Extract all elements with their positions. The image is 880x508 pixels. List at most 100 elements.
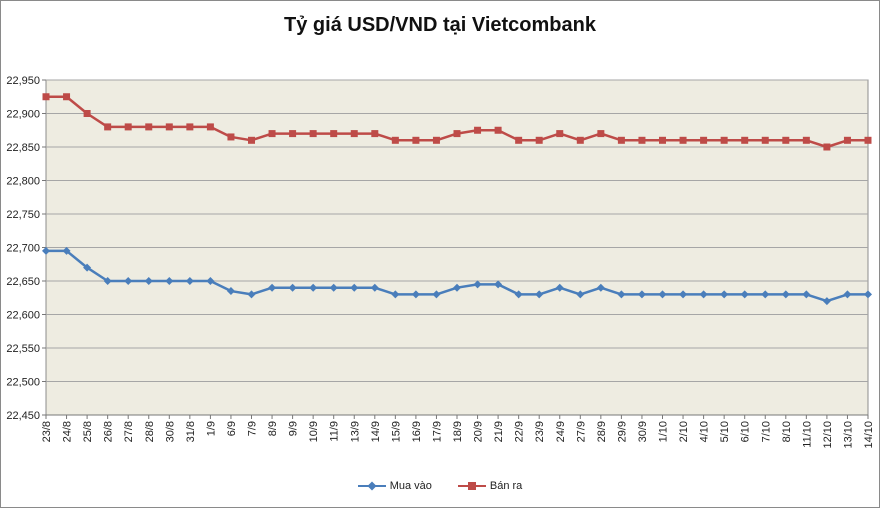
legend-item-ban-ra: Bán ra (457, 480, 523, 492)
legend-label: Bán ra (489, 480, 523, 492)
data-point (185, 277, 194, 285)
data-point (350, 130, 358, 138)
data-point (596, 283, 605, 292)
x-tick-label: 22/9 (514, 421, 526, 442)
x-tick-label: 15/9 (390, 421, 402, 442)
data-point (474, 126, 482, 134)
data-point (391, 136, 399, 144)
series-group (42, 93, 872, 306)
y-tick-label: 22,500 (6, 377, 40, 389)
data-point (453, 130, 461, 138)
x-tick-label: 24/9 (555, 421, 567, 442)
x-tick-label: 27/8 (123, 421, 135, 442)
x-tick-label: 29/9 (616, 421, 628, 442)
data-point (864, 136, 872, 144)
data-point (124, 123, 132, 131)
data-point (535, 136, 543, 144)
data-point (104, 123, 112, 131)
data-point (309, 130, 317, 138)
y-tick-label: 22,850 (6, 142, 40, 154)
data-point (453, 283, 461, 292)
x-tick-label: 18/9 (452, 421, 464, 442)
data-point (781, 290, 790, 299)
legend-label: Mua vào (389, 480, 432, 492)
data-point (42, 246, 50, 255)
data-point (822, 297, 831, 306)
x-tick-label: 23/8 (41, 421, 53, 442)
data-point (658, 290, 667, 299)
x-tick-label: 11/10 (801, 421, 813, 448)
data-point (411, 290, 420, 299)
data-point (700, 136, 708, 144)
data-point (268, 283, 277, 292)
data-point (535, 290, 544, 299)
data-point (412, 136, 420, 144)
x-tick-label: 27/9 (575, 421, 587, 442)
y-tick-label: 22,950 (6, 75, 40, 87)
x-tick-label: 4/10 (699, 421, 711, 442)
x-tick-label: 28/9 (596, 421, 608, 442)
data-point (720, 290, 729, 299)
x-tick-label: 1/10 (658, 421, 670, 442)
y-tick-label: 22,450 (6, 410, 40, 422)
data-point (206, 277, 215, 285)
legend-square-icon (457, 481, 486, 491)
data-point (843, 290, 852, 299)
data-point (248, 136, 255, 144)
data-point (515, 136, 523, 144)
data-point (699, 290, 708, 299)
data-point (370, 283, 379, 292)
x-tick-label: 14/9 (370, 421, 382, 442)
data-point (597, 130, 605, 138)
x-tick-label: 24/8 (62, 421, 74, 442)
data-point (62, 246, 71, 255)
data-point (42, 93, 50, 101)
data-point (206, 123, 214, 131)
x-tick-label: 8/10 (781, 421, 793, 442)
x-axis-ticks: 23/8 24/8 25/8 26/8 27/8 28/8 30/8 31/8 1/9 6/9 7/… (41, 414, 875, 449)
x-tick-label: 12/10 (822, 421, 834, 449)
data-point (186, 123, 194, 131)
data-point (679, 136, 687, 144)
x-tick-label: 6/10 (740, 421, 752, 442)
data-point (391, 290, 400, 299)
data-point (494, 280, 503, 289)
y-tick-label: 22,600 (6, 310, 40, 322)
y-axis-ticks: 22,450 22,500 22,550 22,600 22,650 22,700 22,7… (6, 75, 46, 422)
x-tick-label: 7/10 (760, 421, 772, 442)
x-tick-label: 8/9 (267, 421, 279, 436)
data-point (720, 136, 728, 144)
data-point (432, 136, 440, 144)
data-point (268, 130, 276, 138)
data-point (144, 277, 153, 285)
data-point (802, 136, 810, 144)
data-point (617, 136, 625, 144)
x-tick-label: 21/9 (493, 421, 505, 442)
y-tick-label: 22,550 (6, 343, 40, 355)
data-point (350, 283, 359, 292)
x-tick-label: 6/9 (226, 421, 238, 436)
data-point (83, 110, 91, 117)
data-point (761, 290, 770, 299)
data-point (864, 290, 872, 299)
data-point (432, 290, 441, 299)
y-tick-label: 22,750 (6, 209, 40, 221)
data-point (659, 136, 666, 144)
x-tick-label: 2/10 (678, 421, 690, 442)
data-point (782, 136, 790, 144)
x-tick-label: 9/9 (288, 421, 300, 436)
x-tick-label: 10/9 (308, 421, 320, 442)
x-tick-label: 30/9 (637, 421, 649, 442)
data-point (638, 136, 646, 144)
data-point (165, 123, 173, 131)
data-point (556, 130, 564, 138)
data-point (617, 290, 626, 299)
x-tick-label: 26/8 (103, 421, 115, 442)
x-tick-label: 25/8 (82, 421, 94, 442)
y-tick-label: 22,900 (6, 109, 40, 121)
data-point (124, 277, 133, 285)
data-point (679, 290, 688, 299)
x-tick-label: 11/9 (329, 421, 341, 442)
x-tick-label: 30/8 (164, 421, 176, 442)
data-point (288, 283, 297, 292)
